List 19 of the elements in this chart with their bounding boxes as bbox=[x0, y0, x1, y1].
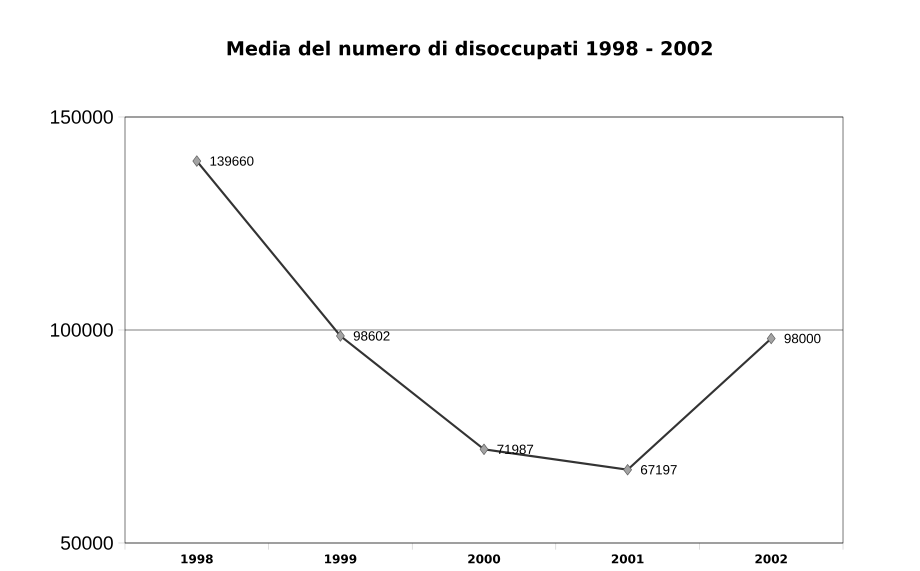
data-label: 98000 bbox=[784, 334, 820, 344]
chart-title: Media del numero di disoccupati 1998 - 2002 bbox=[228, 40, 712, 60]
point bbox=[623, 464, 632, 476]
data-label: 71987 bbox=[497, 444, 534, 454]
data-label: 139660 bbox=[210, 156, 254, 166]
x-tick-label: 1999 bbox=[325, 554, 356, 564]
x-tick-label: 2000 bbox=[468, 554, 500, 564]
data-label: 98602 bbox=[354, 331, 390, 341]
y-tick-label: 100000 bbox=[51, 323, 113, 337]
point bbox=[192, 155, 202, 167]
x-tick-label: 2002 bbox=[755, 554, 787, 564]
point bbox=[766, 332, 776, 344]
y-tick-label: 150000 bbox=[51, 110, 113, 124]
y-tick-label: 50000 bbox=[61, 536, 113, 550]
x-tick-label: 2001 bbox=[612, 554, 644, 564]
x-tick-label: 1998 bbox=[181, 554, 213, 564]
data-label: 67197 bbox=[640, 465, 677, 474]
point bbox=[336, 330, 345, 342]
point bbox=[480, 444, 488, 455]
